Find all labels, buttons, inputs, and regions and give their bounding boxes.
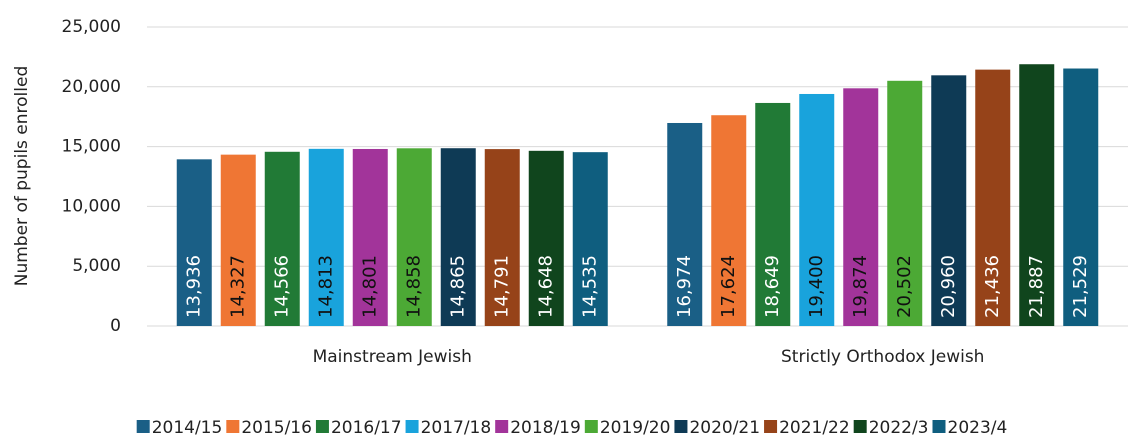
legend-label: 2015/16 xyxy=(241,418,312,438)
legend-label: 2017/18 xyxy=(421,418,492,438)
data-label: 21,436 xyxy=(982,255,1003,318)
y-axis-title: Number of pupils enrolled xyxy=(12,66,32,287)
bar xyxy=(1019,64,1055,327)
bar xyxy=(799,93,835,326)
x-tick-label: Strictly Orthodox Jewish xyxy=(781,347,984,367)
legend-label: 2020/21 xyxy=(689,418,760,438)
data-label: 14,648 xyxy=(535,255,556,318)
data-label: 17,624 xyxy=(718,255,739,318)
y-tick-label: 20,000 xyxy=(62,77,121,97)
legend-swatch xyxy=(226,420,240,433)
x-tick-label: Mainstream Jewish xyxy=(313,347,472,367)
data-label: 14,535 xyxy=(579,255,600,318)
legend-label: 2021/22 xyxy=(779,418,850,438)
bar xyxy=(440,148,476,326)
bar xyxy=(1063,68,1099,327)
data-label: 21,529 xyxy=(1070,255,1091,318)
data-label: 13,936 xyxy=(183,255,204,318)
bar xyxy=(220,154,256,326)
legend-swatch xyxy=(405,420,419,433)
y-tick-label: 0 xyxy=(110,316,121,336)
bar xyxy=(572,152,608,326)
data-label: 16,974 xyxy=(674,255,695,318)
y-tick-label: 25,000 xyxy=(62,17,121,37)
bar xyxy=(176,159,212,326)
bar xyxy=(931,75,967,327)
bar xyxy=(711,115,747,327)
bar xyxy=(484,149,520,326)
bar xyxy=(352,148,388,326)
legend-swatch xyxy=(932,420,946,433)
data-label: 14,858 xyxy=(403,255,424,318)
legend-swatch xyxy=(495,420,509,433)
legend-label: 2022/3 xyxy=(869,418,929,438)
legend-label: 2019/20 xyxy=(600,418,671,438)
legend-swatch xyxy=(764,420,778,433)
y-tick-label: 15,000 xyxy=(62,137,121,157)
data-label: 19,874 xyxy=(850,255,871,318)
data-label: 14,865 xyxy=(447,255,468,318)
data-label: 20,502 xyxy=(894,255,915,318)
bar xyxy=(755,102,791,326)
legend-swatch xyxy=(853,420,867,433)
bar xyxy=(667,122,703,326)
data-label: 20,960 xyxy=(938,255,959,318)
legend-swatch xyxy=(584,420,598,433)
data-label: 14,791 xyxy=(491,255,512,318)
bar xyxy=(975,69,1011,327)
legend-label: 2016/17 xyxy=(331,418,402,438)
bar xyxy=(264,151,300,326)
data-label: 14,566 xyxy=(271,255,292,318)
bar xyxy=(843,88,879,326)
legend-swatch xyxy=(136,420,150,433)
data-label: 19,400 xyxy=(806,255,827,318)
data-label: 21,887 xyxy=(1026,255,1047,318)
bar xyxy=(887,80,923,326)
legend-label: 2018/19 xyxy=(510,418,581,438)
legend-swatch xyxy=(674,420,688,433)
bar xyxy=(528,150,564,326)
bar xyxy=(308,148,344,326)
data-label: 18,649 xyxy=(762,255,783,318)
bar xyxy=(396,148,432,326)
y-tick-label: 5,000 xyxy=(72,256,121,276)
legend-label: 2023/4 xyxy=(948,418,1008,438)
legend-swatch xyxy=(315,420,329,433)
data-label: 14,801 xyxy=(359,255,380,318)
data-label: 14,327 xyxy=(227,255,248,318)
data-label: 14,813 xyxy=(315,255,336,318)
y-tick-label: 10,000 xyxy=(62,196,121,216)
legend-label: 2014/15 xyxy=(152,418,223,438)
